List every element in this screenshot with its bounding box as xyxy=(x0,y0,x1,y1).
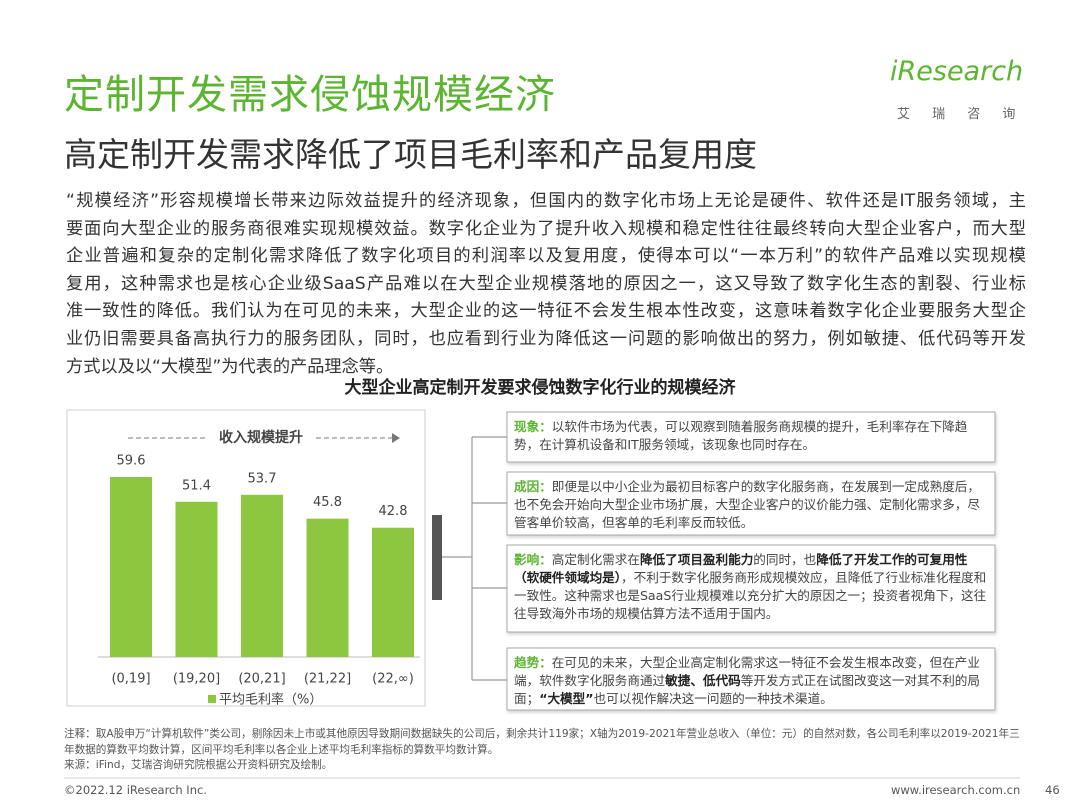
panel-run: “大模型” xyxy=(539,691,594,706)
paragraph-line: 企业普遍和复杂的定制化需求降低了数字化项目的利润率以及复用度，使得本可以“一本万… xyxy=(66,246,1026,267)
panel-text: 影响：高定制化需求在降低了项目盈利能力的同时，也降低了开发工作的可复用性（软硬件… xyxy=(514,551,988,623)
panel-text: 成因：即便是以中小企业为最初目标客户的数字化服务商，在发展到一定成熟度后，也不免… xyxy=(514,478,988,532)
paragraph: “规模经济”形容规模增长带来边际效益提升的经济现象，但国内的数字化市场上无论是硬… xyxy=(66,188,1026,381)
arrow-head xyxy=(392,433,400,443)
panel-box xyxy=(506,471,996,536)
value-label: 45.8 xyxy=(313,495,342,510)
legend-label: 平均毛利率（%） xyxy=(219,692,322,708)
paragraph-line: 复用，这种需求也是核心企业级SaaS产品难以在大型企业规模落地的原因之一，这又导… xyxy=(66,273,1026,294)
paragraph-line: 业仍旧需要具备高执行力的服务团队，同时，也应看到行业为降低这一问题的影响做出的努… xyxy=(66,328,1026,349)
bar xyxy=(372,527,414,657)
x-tick-label: (22,∞) xyxy=(372,672,414,687)
url: www.iresearch.com.cn xyxy=(891,783,1021,797)
subtitle: 高定制开发需求降低了项目毛利率和产品复用度 xyxy=(64,135,757,174)
panel-run: 即便是以中小企业为最初目标客户的数字化服务商，在发展到一定成熟度后，也不免会开始… xyxy=(514,479,980,530)
notes: 注释：取A股申万“计算机软件”类公司，剔除因未上市或其他原因导致期间数据缺失的公… xyxy=(64,727,1024,774)
legend-swatch xyxy=(208,695,216,703)
connector-bar xyxy=(432,515,442,600)
panel-run: 敏捷、低代码 xyxy=(665,673,741,688)
panel-label: 影响： xyxy=(514,552,552,567)
logo: iResearch xyxy=(890,56,1024,87)
panel-run: ，不利于数字化服务商形成规模效应，且降低了行业标准化程度和一致性。这种需求也是S… xyxy=(514,570,987,621)
panel-label: 现象： xyxy=(514,419,552,434)
panel-run: 等开发方式正在试图改变这一对其不利的局面； xyxy=(514,673,980,706)
x-tick-label: (0,19] xyxy=(111,672,150,687)
paragraph-line: 要面向大型企业的服务商很难实现规模效益。数字化企业为了提升收入规模和稳定性往往最… xyxy=(66,218,1026,239)
value-label: 53.7 xyxy=(248,471,277,486)
panel-label: 趋势： xyxy=(514,655,552,670)
panel-text: 趋势：在可见的未来，大型企业高定制化需求这一特征不会发生根本改变，但在产业端，软… xyxy=(514,654,988,708)
x-tick-label: (20,21] xyxy=(238,672,285,687)
note: 来源：iFind，艾瑞咨询研究院根据公开资料研究及绘制。 xyxy=(64,759,333,771)
panel-box xyxy=(506,647,996,711)
bar xyxy=(175,501,218,657)
panel-run: 降低了开发工作的可复用性（软硬件领域均是） xyxy=(514,552,968,585)
annotation: 收入规模提升 xyxy=(219,429,303,446)
logo-cn: 艾 瑞 咨 询 xyxy=(897,107,1025,122)
bar xyxy=(110,477,152,657)
panel-run: 也可以视作解决这一问题的一种技术渠道。 xyxy=(593,691,833,706)
copyright: ©2022.12 iResearch Inc. xyxy=(64,783,207,797)
panel-run: 降低了项目盈利能力 xyxy=(639,552,754,567)
panel-run: 以软件市场为代表，可以观察到随着服务商规模的提升，毛利率存在下降趋势，在计算机设… xyxy=(514,419,968,452)
chart-title: 大型企业高定制开发要求侵蚀数字化行业的规模经济 xyxy=(345,377,737,398)
x-tick-label: (21,22] xyxy=(304,672,351,687)
value-label: 59.6 xyxy=(117,454,146,469)
value-label: 51.4 xyxy=(182,478,211,493)
paragraph-line: “规模经济”形容规模增长带来边际效益提升的经济现象，但国内的数字化市场上无论是硬… xyxy=(66,191,1026,211)
panel-label: 成因： xyxy=(514,479,552,494)
paragraph-line: 方式以及以“大模型”为代表的产品理念等。 xyxy=(66,356,394,377)
panel-run: 高定制化需求在 xyxy=(551,552,640,567)
bar xyxy=(241,494,283,657)
page-number: 46 xyxy=(1045,783,1060,797)
connectors xyxy=(442,436,507,681)
panel-text: 现象：以软件市场为代表，可以观察到随着服务商规模的提升，毛利率存在下降趋势，在计… xyxy=(514,418,988,454)
value-label: 42.8 xyxy=(379,504,408,519)
bar xyxy=(306,518,349,657)
note: 注释：取A股申万“计算机软件”类公司，剔除因未上市或其他原因导致期间数据缺失的公… xyxy=(64,728,1020,756)
title: 定制开发需求侵蚀规模经济 xyxy=(64,72,556,118)
panel-box xyxy=(506,544,996,633)
paragraph-line: 准一致性的降低。我们认为在可见的未来，大型企业的这一特征不会发生根本性改变，这意… xyxy=(66,301,1026,322)
panel-run: 的同时，也 xyxy=(753,552,817,567)
panel-run: 在可见的未来，大型企业高定制化需求这一特征不会发生根本改变，但在产业端，软件数字… xyxy=(514,655,980,688)
x-tick-label: (19,20] xyxy=(173,672,220,687)
panel-box xyxy=(506,411,996,463)
